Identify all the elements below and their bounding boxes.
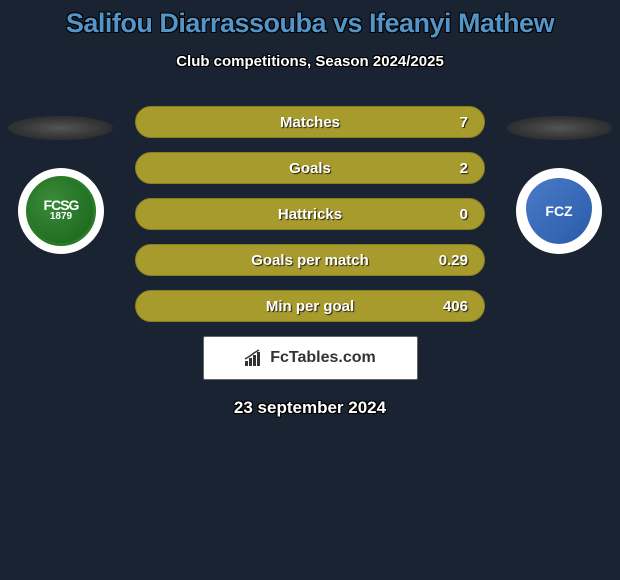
player-platform-left	[8, 116, 113, 140]
player-platform-right	[507, 116, 612, 140]
club-logo-right: FCZ	[516, 168, 602, 254]
brand-text: FcTables.com	[270, 349, 376, 367]
fcz-badge-wrap: FCZ	[526, 178, 592, 244]
stat-row-hattricks: . Hattricks 0	[135, 198, 485, 230]
stat-row-matches: . Matches 7	[135, 106, 485, 138]
stat-label: Min per goal	[266, 298, 354, 315]
chart-bars-icon	[244, 349, 266, 367]
brand-attribution[interactable]: FcTables.com	[203, 336, 418, 380]
fcz-abbr: FCZ	[545, 203, 572, 219]
stat-value: 7	[460, 114, 468, 131]
page-subtitle: Club competitions, Season 2024/2025	[0, 53, 620, 70]
stat-label: Goals per match	[251, 252, 369, 269]
stat-value: 0	[460, 206, 468, 223]
stat-row-min-per-goal: . Min per goal 406	[135, 290, 485, 322]
fcsg-year: 1879	[50, 211, 72, 222]
club-logo-left: FCSG 1879	[18, 168, 104, 254]
fcsg-badge: FCSG 1879	[26, 176, 96, 246]
logo-bg-right: FCZ	[516, 168, 602, 254]
comparison-card: Salifou Diarrassouba vs Ifeanyi Mathew C…	[0, 0, 620, 418]
snapshot-date: 23 september 2024	[0, 398, 620, 418]
stats-list: . Matches 7 . Goals 2 . Hattricks 0 . Go…	[135, 98, 485, 322]
stat-value: 406	[443, 298, 468, 315]
page-title: Salifou Diarrassouba vs Ifeanyi Mathew	[0, 8, 620, 39]
logo-bg-left: FCSG 1879	[18, 168, 104, 254]
stat-row-goals-per-match: . Goals per match 0.29	[135, 244, 485, 276]
main-area: FCSG 1879 FCZ . Matches 7	[0, 98, 620, 418]
stat-value: 2	[460, 160, 468, 177]
stat-row-goals: . Goals 2	[135, 152, 485, 184]
fcz-badge: FCZ	[526, 178, 592, 244]
stat-value: 0.29	[439, 252, 468, 269]
stat-label: Matches	[280, 114, 340, 131]
stat-label: Hattricks	[278, 206, 342, 223]
fcsg-abbr: FCSG	[44, 200, 79, 211]
stat-label: Goals	[289, 160, 331, 177]
